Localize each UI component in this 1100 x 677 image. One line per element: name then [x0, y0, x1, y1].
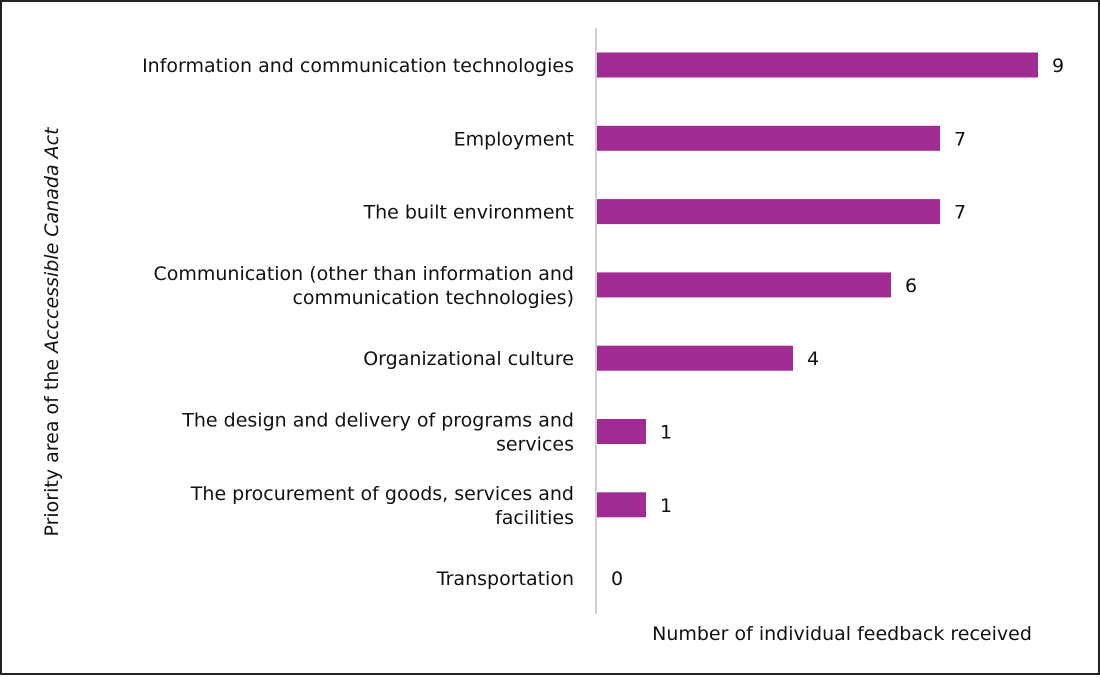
data-label: 7	[954, 128, 966, 150]
category-label-line: Organizational culture	[363, 348, 574, 370]
bar	[597, 272, 891, 298]
data-label: 6	[905, 275, 917, 297]
category-label-line: facilities	[495, 507, 574, 529]
category-label: Organizational culture	[363, 348, 574, 370]
bar	[597, 52, 1038, 78]
category-label: Information and communication technologi…	[142, 55, 574, 77]
category-label: Transportation	[436, 568, 574, 590]
y-axis-label-prefix: Priority area of the	[41, 353, 63, 537]
category-label-line: Employment	[454, 128, 574, 150]
bar	[597, 345, 793, 371]
category-label: The procurement of goods, services and fa…	[190, 483, 574, 529]
category-label-line: Communication (other than information an…	[153, 263, 574, 285]
x-axis-label: Number of individual feedback received	[652, 623, 1032, 645]
category-label: Employment	[454, 128, 574, 150]
data-label: 9	[1052, 55, 1064, 77]
category-label-line: Transportation	[436, 568, 574, 590]
bar	[597, 419, 646, 444]
category-label-line: The design and delivery of programs and	[181, 410, 574, 432]
category-label-line: Information and communication technologi…	[142, 55, 574, 77]
category-label-line: The procurement of goods, services and	[190, 483, 574, 505]
y-axis-label: Priority area of the Acccessible Canada …	[41, 126, 63, 537]
bar	[597, 199, 940, 225]
category-label-line: The built environment	[362, 202, 574, 224]
category-label: The built environment	[362, 202, 574, 224]
category-label: Communication (other than information an…	[153, 263, 574, 309]
data-label: 1	[660, 495, 672, 517]
y-axis-label-italic: Acccessible Canada Act	[41, 126, 63, 355]
bar	[597, 492, 646, 518]
data-label: 4	[807, 348, 819, 370]
category-label-line: services	[496, 434, 574, 456]
data-label: 1	[660, 422, 672, 444]
category-label-line: communication technologies)	[292, 287, 574, 309]
data-label: 7	[954, 202, 966, 224]
bar	[597, 125, 940, 151]
category-label: The design and delivery of programs and s…	[181, 410, 574, 456]
data-label: 0	[611, 568, 623, 590]
